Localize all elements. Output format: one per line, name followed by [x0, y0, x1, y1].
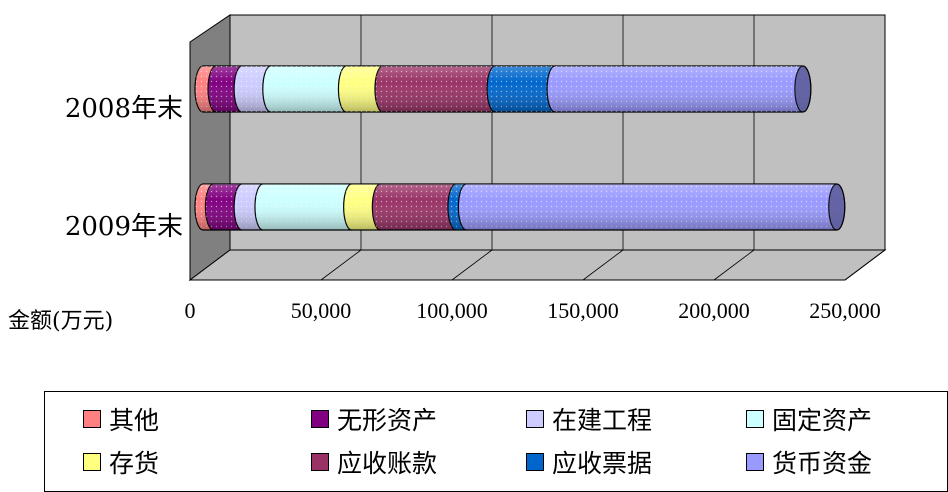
legend-swatch	[526, 453, 544, 471]
legend-item: 固定资产	[746, 399, 872, 439]
legend-swatch	[83, 453, 101, 471]
legend-swatch	[746, 410, 764, 428]
bar-segment	[546, 65, 812, 113]
legend-label: 无形资产	[337, 406, 438, 435]
legend-label: 应收票据	[552, 449, 653, 478]
bar-segment	[371, 183, 465, 231]
x-tick-label: 100,000	[416, 298, 488, 323]
legend-swatch	[311, 453, 329, 471]
floor-gridline	[713, 249, 755, 281]
x-tick-label: 50,000	[291, 298, 352, 323]
legend-label: 存货	[109, 449, 160, 478]
bar-end-cap	[828, 183, 846, 231]
bar-segment	[254, 183, 361, 231]
legend-swatch	[526, 410, 544, 428]
legend-item: 无形资产	[311, 399, 437, 439]
plot-floor	[188, 249, 887, 281]
bar-segment	[374, 65, 504, 113]
bar-segment	[262, 65, 356, 113]
bars-layer	[194, 65, 846, 231]
category-label-2009: 2009年末	[65, 212, 183, 242]
legend-label: 其他	[109, 406, 160, 435]
stacked-bar-chart: 2008年末 2009年末 金额(万元) 0 50,000 100,000 150,0…	[8, 14, 887, 334]
floor-gridline	[844, 249, 886, 281]
legend-item: 其他	[83, 399, 159, 439]
legend-label: 固定资产	[772, 406, 873, 435]
floor-gridline	[451, 249, 493, 281]
bar-segment	[457, 183, 846, 231]
legend-label: 货币资金	[772, 449, 873, 478]
x-axis-unit-label: 金额(万元)	[8, 309, 113, 334]
legend-swatch	[746, 453, 764, 471]
legend-swatch	[311, 410, 329, 428]
legend-item: 应收账款	[311, 442, 437, 482]
legend-label: 在建工程	[552, 406, 653, 435]
x-tick-label: 150,000	[547, 298, 619, 323]
plot-side-wall	[189, 14, 231, 281]
floor-gridline	[320, 249, 362, 281]
x-tick-label: 200,000	[678, 298, 750, 323]
x-tick-label: 0	[185, 298, 196, 323]
legend-item: 存货	[83, 442, 159, 482]
legend-item: 在建工程	[526, 399, 652, 439]
legend-item: 货币资金	[746, 442, 872, 482]
legend-swatch	[83, 410, 101, 428]
floor-gridline	[582, 249, 624, 281]
legend-label: 应收账款	[337, 449, 438, 478]
bar-end-cap-shade	[828, 184, 845, 230]
legend: 其他 无形资产 在建工程 固定资产存货 应收账款 应收票据 货币资金	[44, 391, 948, 492]
x-tick-label: 250,000	[809, 298, 881, 323]
x-axis-ticks: 0 50,000 100,000 150,000 200,000 250,000	[185, 298, 881, 323]
bar-end-cap	[794, 65, 812, 113]
bar-end-cap-shade	[794, 66, 811, 112]
legend-item: 应收票据	[526, 442, 652, 482]
category-label-2008: 2008年末	[65, 94, 183, 124]
